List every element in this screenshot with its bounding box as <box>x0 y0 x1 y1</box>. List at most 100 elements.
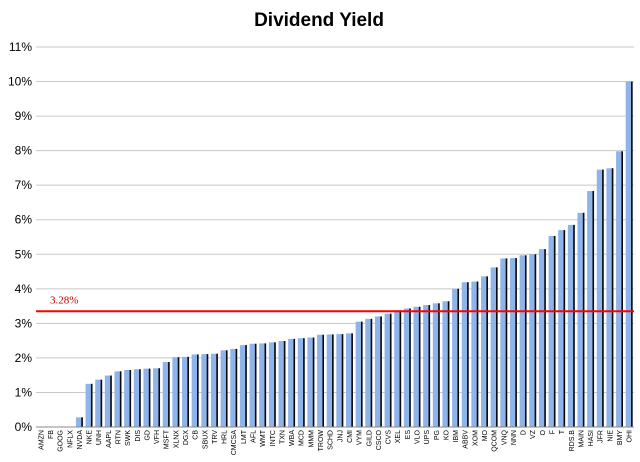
bar <box>172 357 180 427</box>
bar <box>210 353 218 427</box>
bar <box>587 191 595 427</box>
bar-fill <box>230 348 238 427</box>
x-tick-label: GD <box>144 430 151 441</box>
bar-edge <box>447 301 450 427</box>
bar <box>606 168 614 427</box>
x-tick-label: UNH <box>96 430 103 445</box>
x-tick-label: NKE <box>87 430 94 445</box>
bar-edge <box>177 357 180 427</box>
x-tick-label: UPS <box>424 430 431 445</box>
bar-edge <box>399 310 402 427</box>
bar <box>403 308 411 427</box>
x-tick-label: MMM <box>308 430 315 448</box>
bar-edge <box>225 350 228 427</box>
bar-edge <box>245 345 247 427</box>
bar <box>471 281 479 427</box>
bar <box>538 249 546 427</box>
bar-edge <box>409 308 411 427</box>
bar-fill <box>384 313 392 427</box>
bar-fill <box>268 342 276 427</box>
x-tick-label: INTC <box>270 430 277 446</box>
bar-fill <box>461 282 469 427</box>
bar-fill <box>442 301 450 427</box>
x-tick-label: NNN <box>511 430 518 445</box>
bar-fill <box>567 224 575 427</box>
bar-fill <box>596 169 604 428</box>
bar <box>278 340 286 427</box>
x-axis: AMZN FB GOOG NFLX NVDA NKE UNH AAPL RTN SWK DIS GD V… <box>36 426 634 455</box>
x-tick-label: SWK <box>125 430 132 446</box>
bar <box>162 362 170 427</box>
bar <box>326 334 334 427</box>
y-tick-label: 6% <box>15 213 33 227</box>
bar <box>355 321 363 427</box>
bar-edge <box>505 258 508 427</box>
bar-fill <box>403 308 411 427</box>
x-tick-label: NIE <box>607 430 614 442</box>
bar-edge <box>81 417 83 427</box>
bar-fill <box>519 255 527 427</box>
bar <box>625 81 633 427</box>
bar-fill <box>220 350 228 427</box>
bar-fill <box>317 334 325 427</box>
bar <box>124 370 132 427</box>
bar-fill <box>133 369 141 427</box>
bar-fill <box>538 249 546 427</box>
bar-fill <box>616 151 624 427</box>
x-tick-label: QCOM <box>492 430 499 452</box>
bar <box>384 313 392 427</box>
bar-fill <box>75 417 83 427</box>
bar-edge <box>476 281 479 427</box>
bar <box>182 356 189 427</box>
bar <box>432 303 440 427</box>
bar-fill <box>104 375 112 427</box>
bar-fill <box>587 191 595 427</box>
y-tick-label: 7% <box>15 178 33 192</box>
y-tick-label: 9% <box>15 109 33 123</box>
bar <box>95 379 103 427</box>
bar-edge <box>418 306 421 427</box>
bar <box>133 369 141 427</box>
bar-fill <box>529 254 537 427</box>
reference-line: 3.28% <box>36 294 634 313</box>
x-tick-label: TROW <box>318 430 325 452</box>
y-tick-label: 4% <box>15 282 33 296</box>
x-tick-label: CMI <box>347 430 354 443</box>
bar <box>481 276 488 427</box>
y-tick-label: 11% <box>9 40 32 54</box>
bar <box>365 318 373 427</box>
bar-fill <box>288 338 296 427</box>
x-tick-label: MSFT <box>164 429 171 449</box>
x-tick-label: WBA <box>289 430 296 446</box>
bar-fill <box>239 345 247 427</box>
x-tick-label: MAIN <box>578 430 585 448</box>
bar-edge <box>544 249 546 427</box>
bar-fill <box>326 334 334 427</box>
bar-edge <box>110 375 112 427</box>
x-tick-label: NFLX <box>67 430 74 448</box>
bar-fill <box>509 258 517 427</box>
x-tick-label: ES <box>405 430 412 440</box>
bar <box>191 354 199 427</box>
x-tick-label: RTN <box>115 430 122 444</box>
bar-edge <box>312 337 315 427</box>
chart-title: Dividend Yield <box>254 10 384 31</box>
bar <box>239 345 247 427</box>
bar-edge <box>235 348 238 427</box>
bar-edge <box>351 333 353 427</box>
x-tick-label: CB <box>193 430 200 440</box>
bar-fill <box>365 318 373 427</box>
bar-edge <box>206 354 209 427</box>
bar-fill <box>259 343 267 427</box>
bar-fill <box>345 333 353 427</box>
bar-fill <box>432 303 440 427</box>
y-axis: 0% 1% 2% 3% 4% 5% 6% 7% 8% 9% 10% 11% <box>8 40 32 434</box>
bar <box>288 338 296 427</box>
x-tick-label: JNJ <box>337 430 344 442</box>
bar-edge <box>119 371 122 427</box>
x-tick-label: D <box>521 430 528 435</box>
bar-edge <box>322 334 325 427</box>
bar-fill <box>558 230 566 427</box>
bar-fill <box>124 370 132 427</box>
bar <box>548 235 556 427</box>
